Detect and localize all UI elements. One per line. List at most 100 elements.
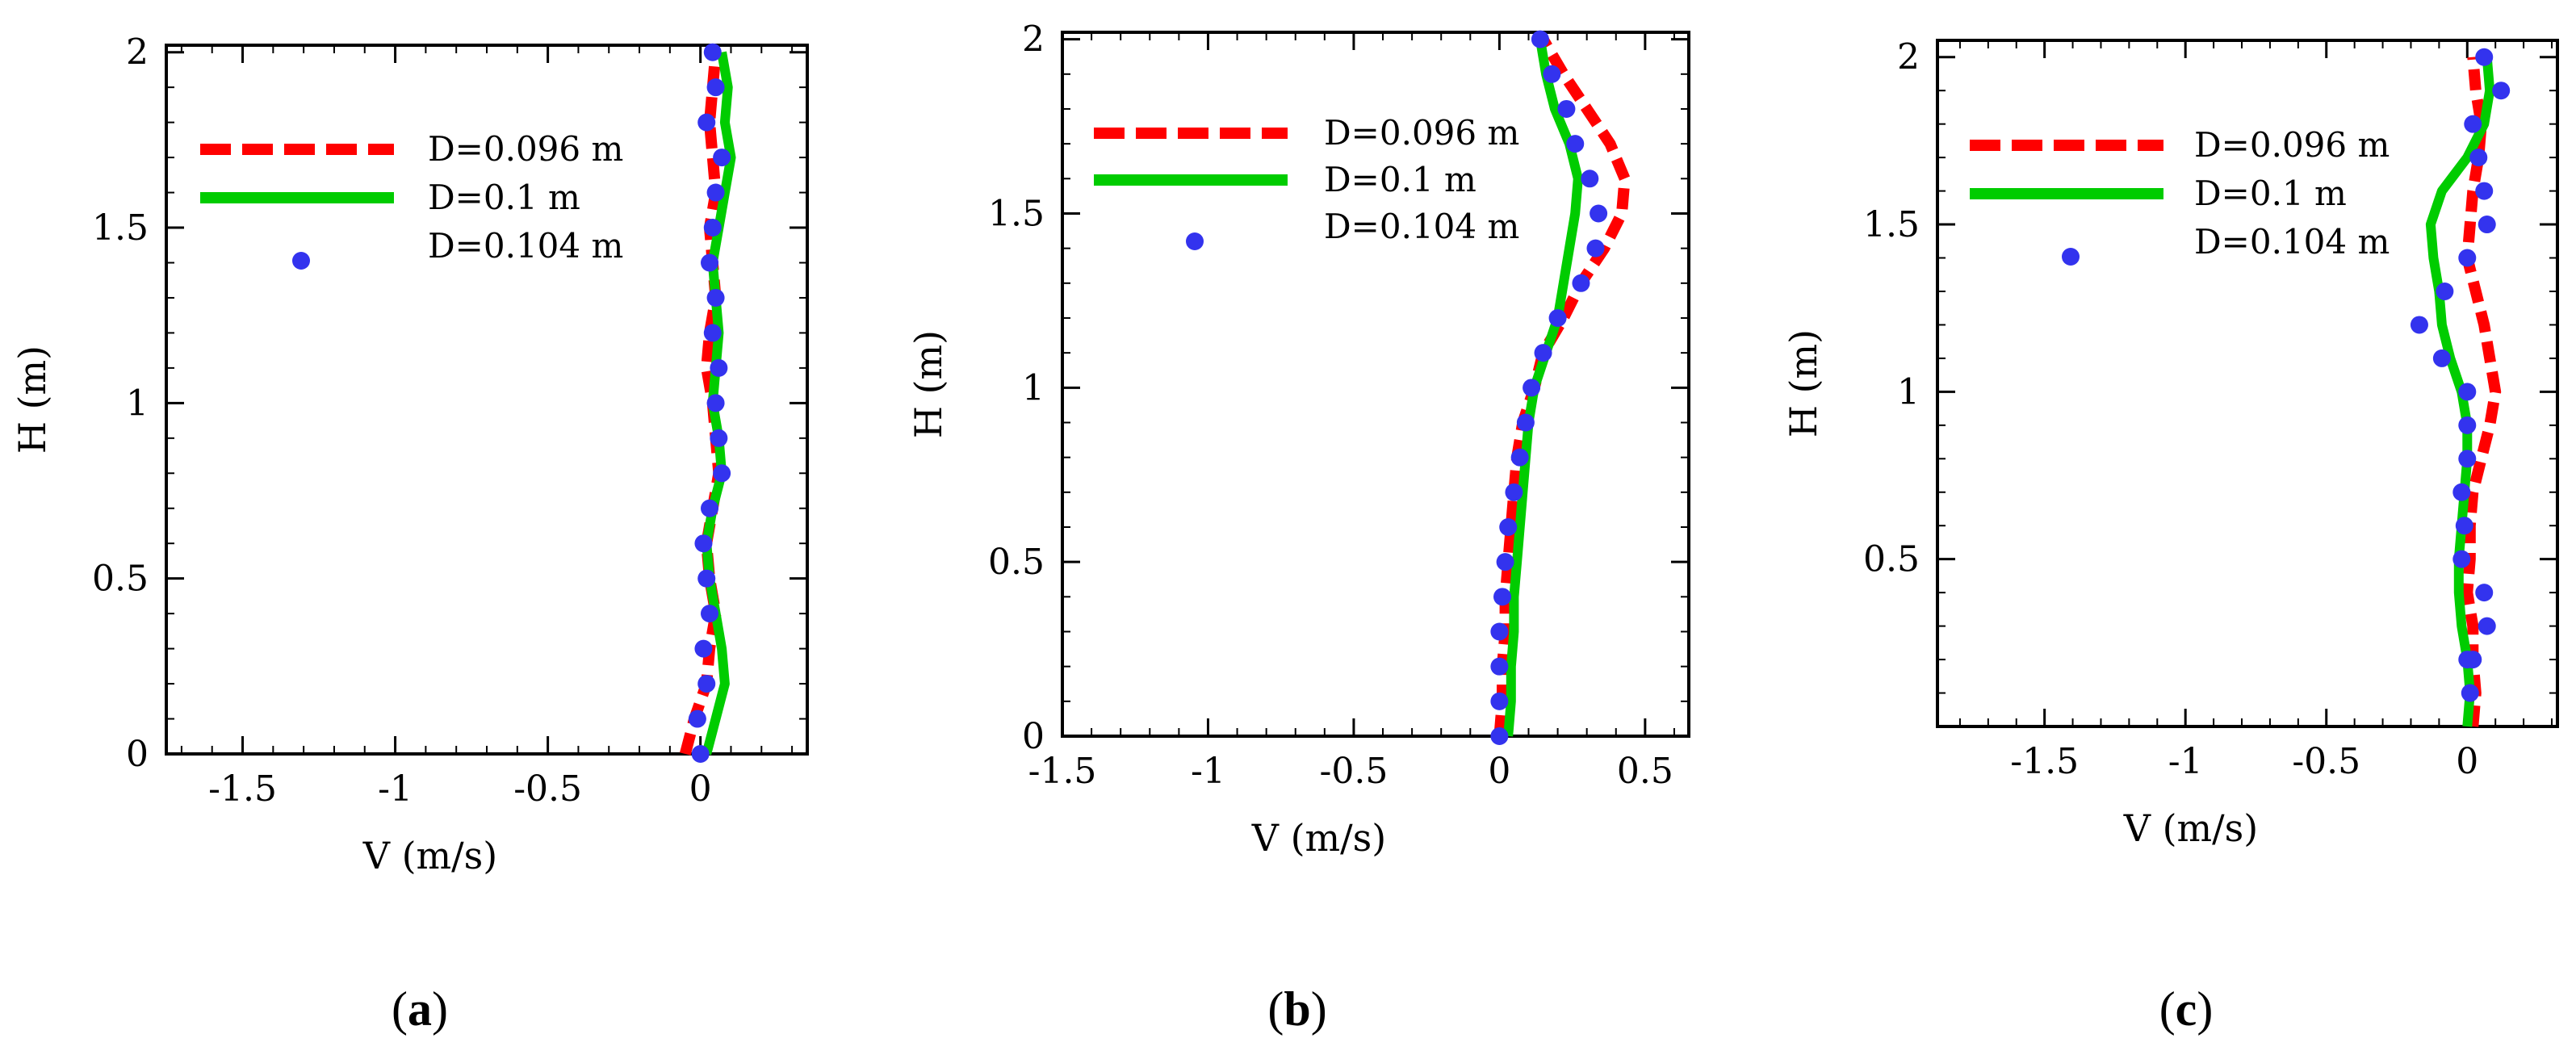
legend-label: D=0.1 m [2194,174,2347,213]
plot-frame [1936,39,2559,728]
y-tick-label: 0.5 [988,542,1045,583]
caption-letter: b [1284,982,1310,1036]
legend: D=0.096 m D=0.1 m D=0.104 m [1094,113,1519,250]
legend-label: D=0.096 m [428,129,623,169]
x-axis-label: V (m/s) [362,834,497,877]
panel-caption: (b) [1267,982,1326,1036]
data-point [1516,413,1535,432]
x-tick-label: -0.5 [1320,751,1389,792]
data-point [2464,115,2482,133]
caption-close: ) [1311,982,1327,1036]
y-tick-label: 2 [1022,19,1045,61]
panel-c: -1.5 -1 -0.5 0 0.5 1 1.5 2 V (m/s) H (m) D=0.096 m… [1782,37,2559,1036]
panel-caption: (c) [2159,982,2214,1036]
data-point [1557,99,1576,118]
x-tick-label: -0.5 [2292,741,2360,782]
panel-caption: (a) [392,982,448,1036]
x-tick-label: -1.5 [1028,751,1097,792]
data-point [1543,65,1561,83]
data-point [1566,135,1585,153]
y-tick-label: 1.5 [1863,204,1920,245]
y-tick-label: 0.5 [1863,539,1920,580]
data-point [2455,517,2473,535]
data-point [703,219,722,237]
legend: D=0.096 m D=0.1 m D=0.104 m [200,129,623,270]
y-tick-label: 0.5 [92,559,149,600]
data-point [1548,308,1567,327]
legend-marker [292,252,310,270]
data-point [697,569,716,588]
data-point [694,639,713,658]
legend-label: D=0.096 m [2194,125,2390,165]
data-point [1523,379,1541,397]
data-point [2458,651,2477,669]
legend: D=0.096 m D=0.1 m D=0.104 m [1970,125,2390,266]
caption-letter: c [2176,982,2197,1036]
data-point [697,675,716,693]
data-point [701,499,719,517]
data-point [2458,383,2477,401]
data-point [694,534,713,553]
data-point [703,43,722,61]
caption-open: ( [1267,982,1284,1036]
data-point [1490,692,1509,710]
data-point [2410,316,2428,334]
data-point [1490,727,1509,745]
data-point [1499,517,1518,536]
data-point [2475,48,2494,66]
data-point [1581,170,1599,188]
data-point [697,113,716,132]
legend-label: D=0.096 m [1324,113,1519,153]
x-tick-label: -1 [378,768,413,810]
data-point [1510,448,1529,467]
x-axis-label: V (m/s) [1251,816,1386,860]
legend-label: D=0.104 m [2194,222,2390,262]
y-tick-label: 2 [126,32,149,73]
data-point [2492,82,2511,100]
legend-label: D=0.1 m [428,178,580,217]
y-tick-label: 2 [1897,37,1920,78]
data-point [1496,553,1514,571]
y-tick-label: 0 [126,734,149,775]
data-point [2458,249,2477,267]
legend-label: D=0.104 m [428,226,623,266]
series-2-points [1490,30,1608,745]
data-point [2461,684,2479,702]
data-point [710,358,728,377]
data-point [2469,149,2488,167]
x-tick-label: -1.5 [208,768,277,810]
x-tick-label: 0 [1488,751,1510,792]
data-point [706,288,725,307]
legend-label: D=0.1 m [1324,160,1476,199]
x-tick-label: -0.5 [513,768,582,810]
panel-b: -1.5 -1 -0.5 0 0.5 0 0.5 1 1.5 2 V (m/s) H (m) D=0.0… [907,19,1690,1036]
panel-a: -1.5 -1 -0.5 0 0 0.5 1 1.5 2 V (m/s) H (m) D=0.096 … [10,32,809,1036]
data-point [2436,282,2454,300]
x-tick-label: -1.5 [2010,741,2079,782]
y-axis-label: H (m) [1782,329,1825,437]
data-point [1505,483,1523,501]
caption-open: ( [392,982,408,1036]
legend-marker [1186,232,1204,250]
y-tick-label: 0 [1022,716,1045,757]
y-tick-label: 1.5 [988,193,1045,234]
data-point [1534,344,1552,362]
data-point [703,324,722,342]
data-point [701,605,719,623]
data-point [706,394,725,412]
data-point [2475,182,2494,200]
x-axis-label: V (m/s) [2123,806,2258,850]
data-point [1586,239,1605,257]
data-point [2475,584,2494,602]
y-tick-label: 1 [126,383,149,424]
data-point [713,464,731,483]
legend-marker [2062,248,2080,266]
data-point [2432,349,2451,367]
caption-open: ( [2159,982,2176,1036]
data-point [710,429,728,447]
data-point [1490,622,1509,641]
data-point [1493,588,1512,606]
data-point [2458,450,2477,468]
data-point [2452,550,2471,568]
caption-close: ) [2197,982,2213,1036]
